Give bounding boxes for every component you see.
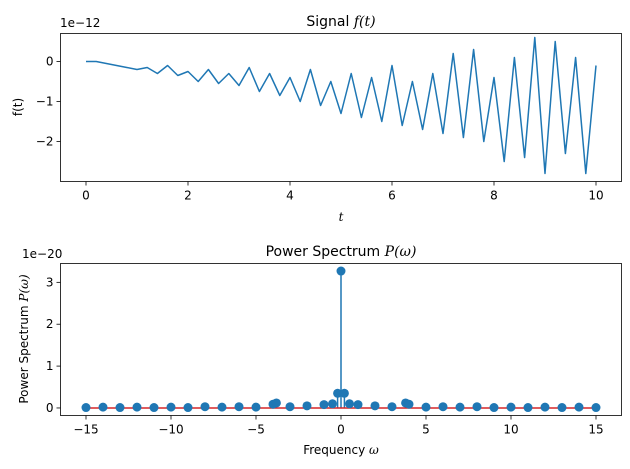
spectrum-point <box>523 403 533 413</box>
spectrum-point <box>251 402 261 412</box>
spectrum-point <box>285 402 295 412</box>
signal-xtick-label: 10 <box>588 189 603 203</box>
spectrum-point <box>271 398 281 408</box>
spectrum-point <box>336 266 346 276</box>
signal-title: Signal f(t) <box>306 14 375 30</box>
signal-xtick-label: 2 <box>184 189 192 203</box>
spectrum-point <box>421 402 431 412</box>
spectrum-xtick-label: 0 <box>337 423 345 437</box>
spectrum-ytick-label: 3 <box>46 275 54 289</box>
spectrum-point <box>81 403 91 413</box>
signal-xtick-label: 6 <box>388 189 396 203</box>
spectrum-point <box>302 401 312 411</box>
signal-line <box>86 36 597 175</box>
spectrum-point <box>370 401 380 411</box>
spectrum-point <box>404 399 414 409</box>
spectrum-point <box>166 402 176 412</box>
signal-ytick-label: 0 <box>46 55 54 69</box>
spectrum-xtick-label: 15 <box>588 423 603 437</box>
signal-ylabel: f(t) <box>11 98 25 116</box>
spectrum-axes-frame <box>60 263 622 416</box>
spectrum-point <box>319 400 329 410</box>
signal-xtick-label: 8 <box>490 189 498 203</box>
spectrum-point <box>183 403 193 413</box>
signal-xlabel: t <box>339 210 344 224</box>
spectrum-point <box>455 402 465 412</box>
spectrum-point <box>115 403 125 413</box>
spectrum-ylabel: Power Spectrum P(ω) <box>17 274 31 404</box>
spectrum-point <box>345 399 354 409</box>
signal-ytick-label: −2 <box>36 135 54 149</box>
spectrum-point <box>506 402 516 412</box>
spectrum-point <box>149 403 159 413</box>
spectrum-xlabel: Frequency ω <box>303 443 379 457</box>
power-spectrum-chart: −15 −10 −5 0 5 10 15 0 1 2 3 Power Spectrum P(ω) 1… <box>17 244 622 457</box>
spectrum-xtick-label: −10 <box>158 423 183 437</box>
spectrum-title: Power Spectrum P(ω) <box>266 244 417 260</box>
spectrum-point <box>339 388 349 398</box>
signal-chart: 0 2 4 6 8 10 0 −1 −2 Signal f(t) 1e−12 t f(t) <box>11 14 622 224</box>
signal-offset-text: 1e−12 <box>60 16 100 30</box>
spectrum-xtick-label: −5 <box>247 423 265 437</box>
spectrum-point <box>387 402 397 412</box>
signal-axes-frame <box>60 33 622 182</box>
spectrum-point <box>591 403 601 413</box>
spectrum-ytick-label: 1 <box>46 359 54 373</box>
spectrum-xtick-label: −15 <box>73 423 98 437</box>
spectrum-ytick-label: 2 <box>46 317 54 331</box>
spectrum-point <box>333 388 343 398</box>
spectrum-xtick-label: 5 <box>422 423 430 437</box>
spectrum-offset-text: 1e−20 <box>22 247 62 261</box>
signal-xtick-label: 4 <box>286 189 294 203</box>
spectrum-point <box>353 400 363 410</box>
spectrum-ytick-label: 0 <box>46 401 54 415</box>
spectrum-point <box>557 403 567 413</box>
spectrum-point <box>200 402 210 412</box>
spectrum-xtick-label: 10 <box>503 423 518 437</box>
spectrum-point <box>98 402 108 412</box>
spectrum-point <box>132 402 142 412</box>
signal-xtick-label: 0 <box>82 189 90 203</box>
spectrum-point <box>234 402 244 412</box>
spectrum-point <box>489 403 499 413</box>
spectrum-point <box>574 402 584 412</box>
spectrum-point <box>217 402 227 412</box>
spectrum-point <box>472 402 482 412</box>
signal-ytick-label: −1 <box>36 95 54 109</box>
spectrum-point <box>328 399 337 409</box>
spectrum-point <box>438 402 448 412</box>
spectrum-point <box>540 402 550 412</box>
